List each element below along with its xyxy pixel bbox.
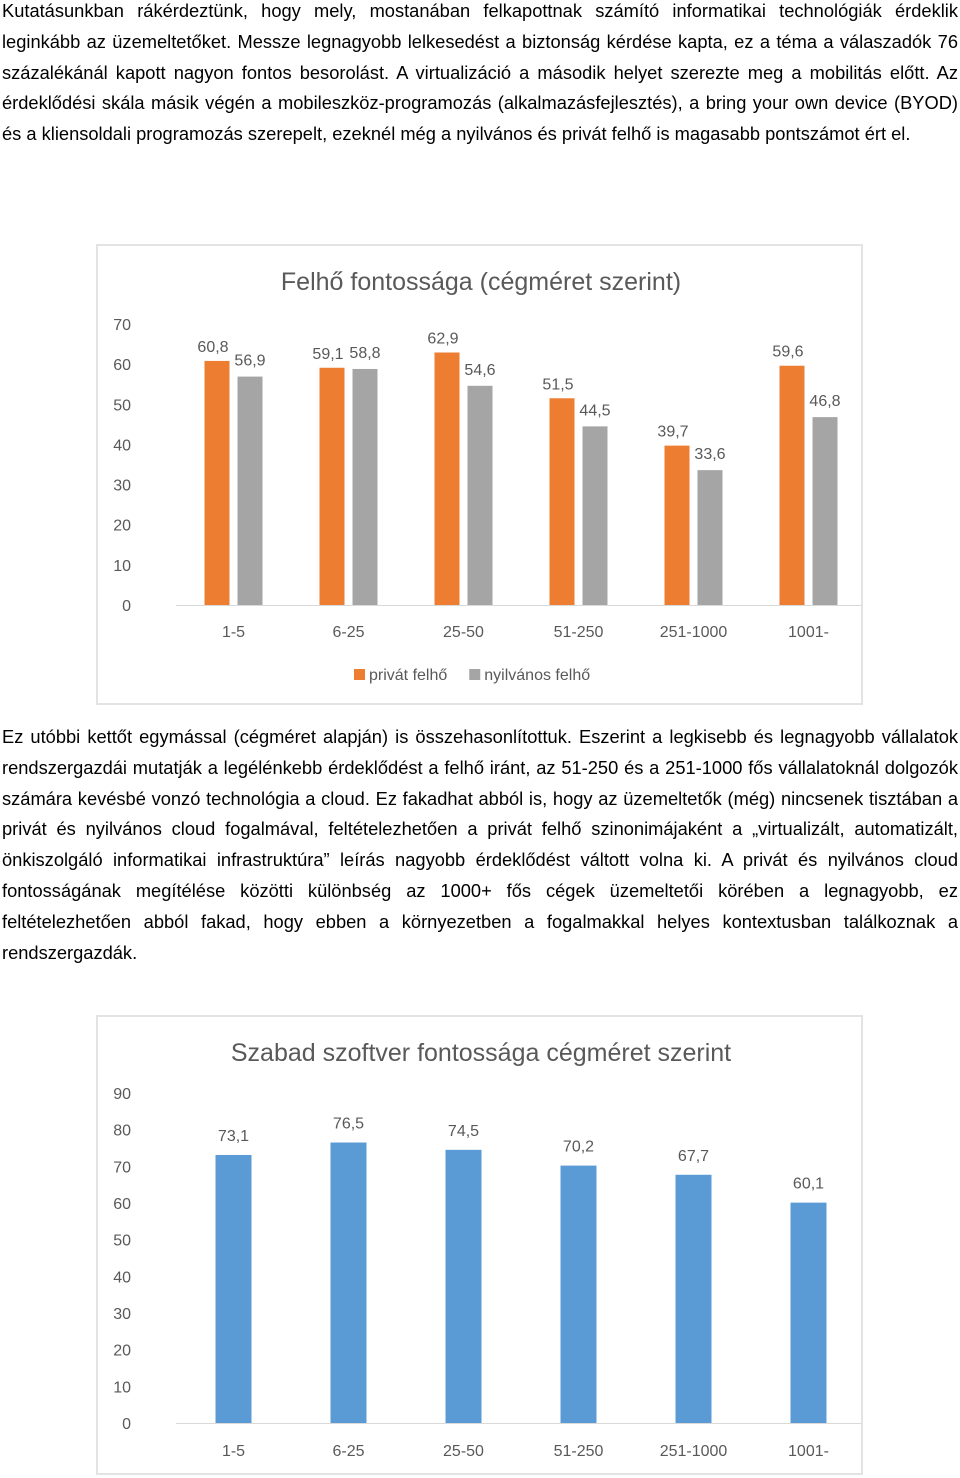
x-tick-label: 25-50: [443, 1443, 484, 1460]
data-label: 76,5: [333, 1116, 364, 1133]
data-label: 59,1: [312, 346, 343, 363]
bar: [549, 398, 575, 605]
bar: [215, 1154, 252, 1423]
y-tick-label: 70: [113, 1159, 131, 1176]
y-tick-label: 60: [113, 357, 131, 374]
x-tick-label: 251-1000: [660, 624, 728, 641]
data-label: 74,5: [448, 1123, 479, 1140]
data-label: 54,6: [464, 362, 495, 379]
cloud-importance-chart-svg: Felhő fontossága (cégméret szerint) 0 10 20…: [113, 268, 866, 684]
data-label: 58,8: [349, 345, 380, 362]
legend-swatch: [469, 669, 481, 680]
bar: [319, 367, 345, 605]
x-tick-label: 251-1000: [660, 1443, 728, 1460]
intro-paragraph: Kutatásunkban rákérdeztünk, hogy mely, m…: [2, 0, 958, 145]
data-label: 59,6: [772, 344, 803, 361]
bar: [330, 1142, 367, 1423]
data-label: 44,5: [579, 402, 610, 419]
bar: [664, 445, 690, 605]
bar: [582, 426, 608, 605]
y-tick-label: 90: [113, 1086, 131, 1103]
data-label: 60,1: [793, 1176, 824, 1193]
free-software-importance-chart: Szabad szoftver fontossága cégméret szer…: [96, 1015, 866, 1475]
data-label: 67,7: [678, 1148, 709, 1165]
bar: [812, 417, 838, 605]
cloud-importance-chart: Felhő fontossága (cégméret szerint) 0 10 20…: [96, 244, 866, 705]
y-tick-label: 10: [113, 558, 131, 575]
legend-swatch: [354, 669, 365, 680]
comparison-paragraph: Ez utóbbi kettőt egymással (cégméret ala…: [2, 726, 958, 963]
free-software-importance-chart-svg: Szabad szoftver fontossága cégméret szer…: [113, 1039, 866, 1460]
y-tick-label: 20: [113, 518, 131, 535]
y-tick-label: 80: [113, 1123, 131, 1140]
x-tick-label: 1-5: [222, 624, 245, 641]
legend-label: privát felhő: [369, 667, 447, 684]
data-label: 33,6: [694, 446, 725, 463]
y-tick-label: 20: [113, 1343, 131, 1360]
y-tick-label: 50: [113, 1233, 131, 1250]
bar: [560, 1165, 597, 1423]
bar: [467, 385, 493, 605]
x-tick-label: 6-25: [332, 1443, 364, 1460]
x-tick-label: 1-5: [222, 1443, 245, 1460]
y-tick-label: 40: [113, 437, 131, 454]
bar: [779, 365, 805, 605]
y-tick-label: 60: [113, 1196, 131, 1213]
bar: [697, 470, 723, 605]
data-label: 73,1: [218, 1128, 249, 1145]
bar: [434, 352, 460, 605]
y-tick-label: 0: [122, 598, 131, 615]
bar: [237, 376, 263, 605]
x-tick-label: 6-25: [332, 624, 364, 641]
y-tick-label: 70: [113, 317, 131, 334]
x-tick-label: 25-50: [443, 624, 484, 641]
data-label: 60,8: [197, 339, 228, 356]
y-tick-label: 10: [113, 1379, 131, 1396]
chart-title: Szabad szoftver fontossága cégméret szer…: [231, 1039, 731, 1067]
bar: [675, 1174, 712, 1423]
y-tick-label: 0: [122, 1416, 131, 1433]
x-tick-label: 1001-: [788, 624, 829, 641]
bar: [790, 1202, 827, 1423]
data-label: 70,2: [563, 1139, 594, 1156]
legend-label: nyilvános felhő: [484, 667, 590, 684]
y-tick-label: 30: [113, 478, 131, 495]
data-label: 46,8: [809, 393, 840, 410]
x-tick-label: 1001-: [788, 1443, 829, 1460]
data-label: 56,9: [234, 353, 265, 370]
y-tick-label: 30: [113, 1306, 131, 1323]
y-tick-label: 50: [113, 397, 131, 414]
data-label: 39,7: [657, 424, 688, 441]
x-tick-label: 51-250: [554, 624, 604, 641]
bar: [204, 360, 230, 605]
x-tick-label: 51-250: [554, 1443, 604, 1460]
y-tick-label: 40: [113, 1269, 131, 1286]
data-label: 51,5: [542, 376, 573, 393]
bar: [352, 368, 378, 605]
bar: [445, 1149, 482, 1423]
data-label: 62,9: [427, 331, 458, 348]
chart-title: Felhő fontossága (cégméret szerint): [281, 268, 681, 296]
